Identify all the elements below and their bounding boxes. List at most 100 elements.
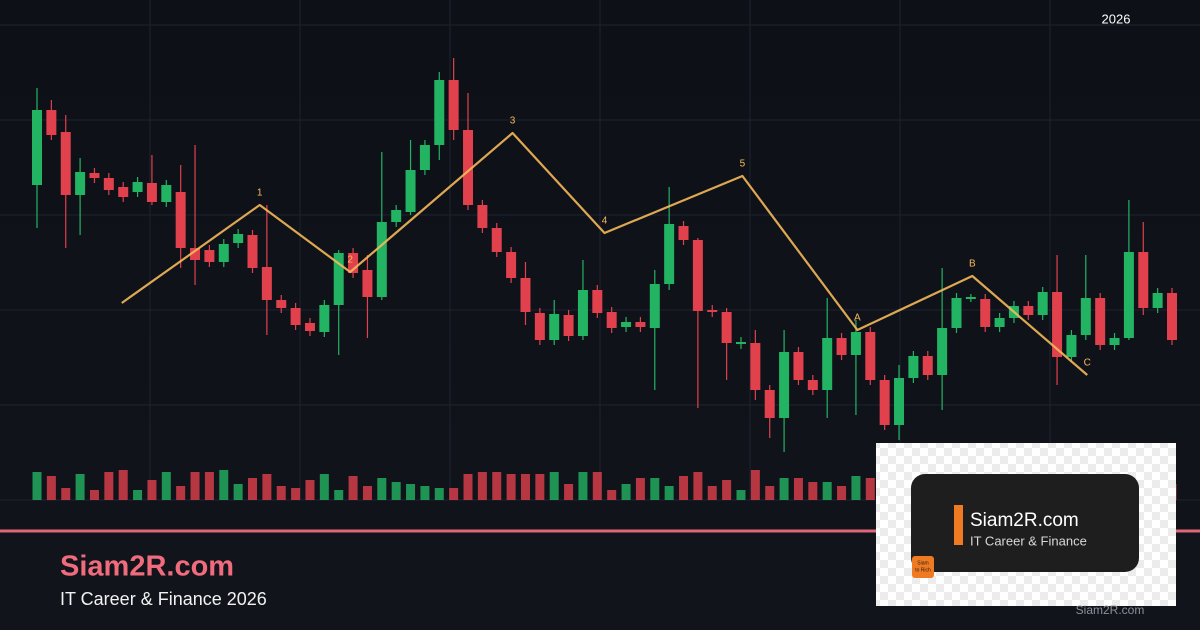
volume-bar [492,472,502,500]
wave-label: C [1084,358,1091,369]
year-label: 2026 [1102,11,1131,26]
footer-tagline: IT Career & Finance 2026 [60,589,267,609]
volume-bar [32,472,42,500]
volume-bar [248,478,258,500]
logo-badge [912,556,934,578]
candle-body [549,314,560,340]
volume-bar [621,484,631,500]
volume-bar [736,490,746,500]
candle-body [506,252,517,278]
volume-bar [851,476,861,500]
candle-body [879,380,890,425]
volume-bar [506,474,516,500]
waves: 1 2 3 4 5 A B C [121,116,1091,376]
candle-body [348,253,359,273]
candle-body [621,322,632,327]
volume-bar [434,488,444,500]
candle-body [89,173,100,178]
volume-bar [463,474,473,500]
volume-bar [822,482,832,500]
candle-body [1123,252,1134,338]
candle-body [376,222,387,297]
candle-body [692,240,703,311]
badge-text: to Rich [915,567,931,573]
candle-body [534,313,545,340]
candle-body [937,328,948,375]
volume-bar [262,474,272,500]
volume-bar [837,486,847,500]
volume-bar [650,478,660,500]
volume-bar [722,480,732,500]
candle-body [146,183,157,202]
volume-bar [679,476,689,500]
candle-body [132,182,143,192]
candle-body [894,378,905,425]
volume-bar [334,490,344,500]
candle-body [1095,298,1106,345]
candle-body [865,332,876,380]
candle-body [491,228,502,252]
candle-body [520,278,531,312]
volume-bar [765,486,775,500]
volume-bar [46,476,56,500]
volume-bar [592,472,602,500]
candle-body [434,80,445,145]
volume-bar [865,478,875,500]
logo-brand: Siam2R.com [970,510,1079,531]
candle-body [276,300,287,308]
volume-bar [808,482,818,500]
candle-body [103,178,114,190]
volume-bar [319,474,329,500]
candle-body [333,253,344,305]
candle-body [793,352,804,380]
volume-bar [564,484,574,500]
candle-body [980,299,991,327]
candle-body [233,234,244,243]
candle-body [405,170,416,212]
volume-bar [219,470,229,500]
wave-label: 1 [257,188,263,199]
volume-bar [520,474,530,500]
logo-accent [954,505,963,545]
candle-body [204,250,215,262]
candle-body [1023,306,1034,315]
volume-bar [276,486,286,500]
volume-bar [549,472,559,500]
candle-body [161,185,172,202]
candle-body [175,192,186,248]
volume-bar [750,470,760,500]
volume-bar [578,472,588,500]
candle-body [477,205,488,228]
candle-body [261,267,272,300]
candle-body [247,235,258,268]
candle-body [362,270,373,297]
candle-body [994,318,1005,327]
candle-body [1052,292,1063,357]
candle-body [922,356,933,375]
volume-bar [118,470,128,500]
volume-bar [348,476,358,500]
volume-bar [161,472,171,500]
volume-bar [291,488,301,500]
candle-body [1066,335,1077,357]
candle-body [721,312,732,343]
candle-body [635,322,646,327]
volume-bar [190,472,200,500]
candle-body [46,110,57,135]
candle-body [118,187,129,197]
candle-body [664,224,675,284]
volume-bar [362,486,372,500]
candle-body [1138,252,1149,308]
volume-bar [607,490,617,500]
wave-label: 3 [510,116,516,127]
volume-bar [377,478,387,500]
volume-bar [477,472,487,500]
candle-body [75,172,86,195]
candle-body [577,290,588,336]
volume-bar [147,480,157,500]
candle-body [678,226,689,240]
candle-body [750,343,761,390]
candle-body [1167,293,1177,340]
volume-bar [406,484,416,500]
